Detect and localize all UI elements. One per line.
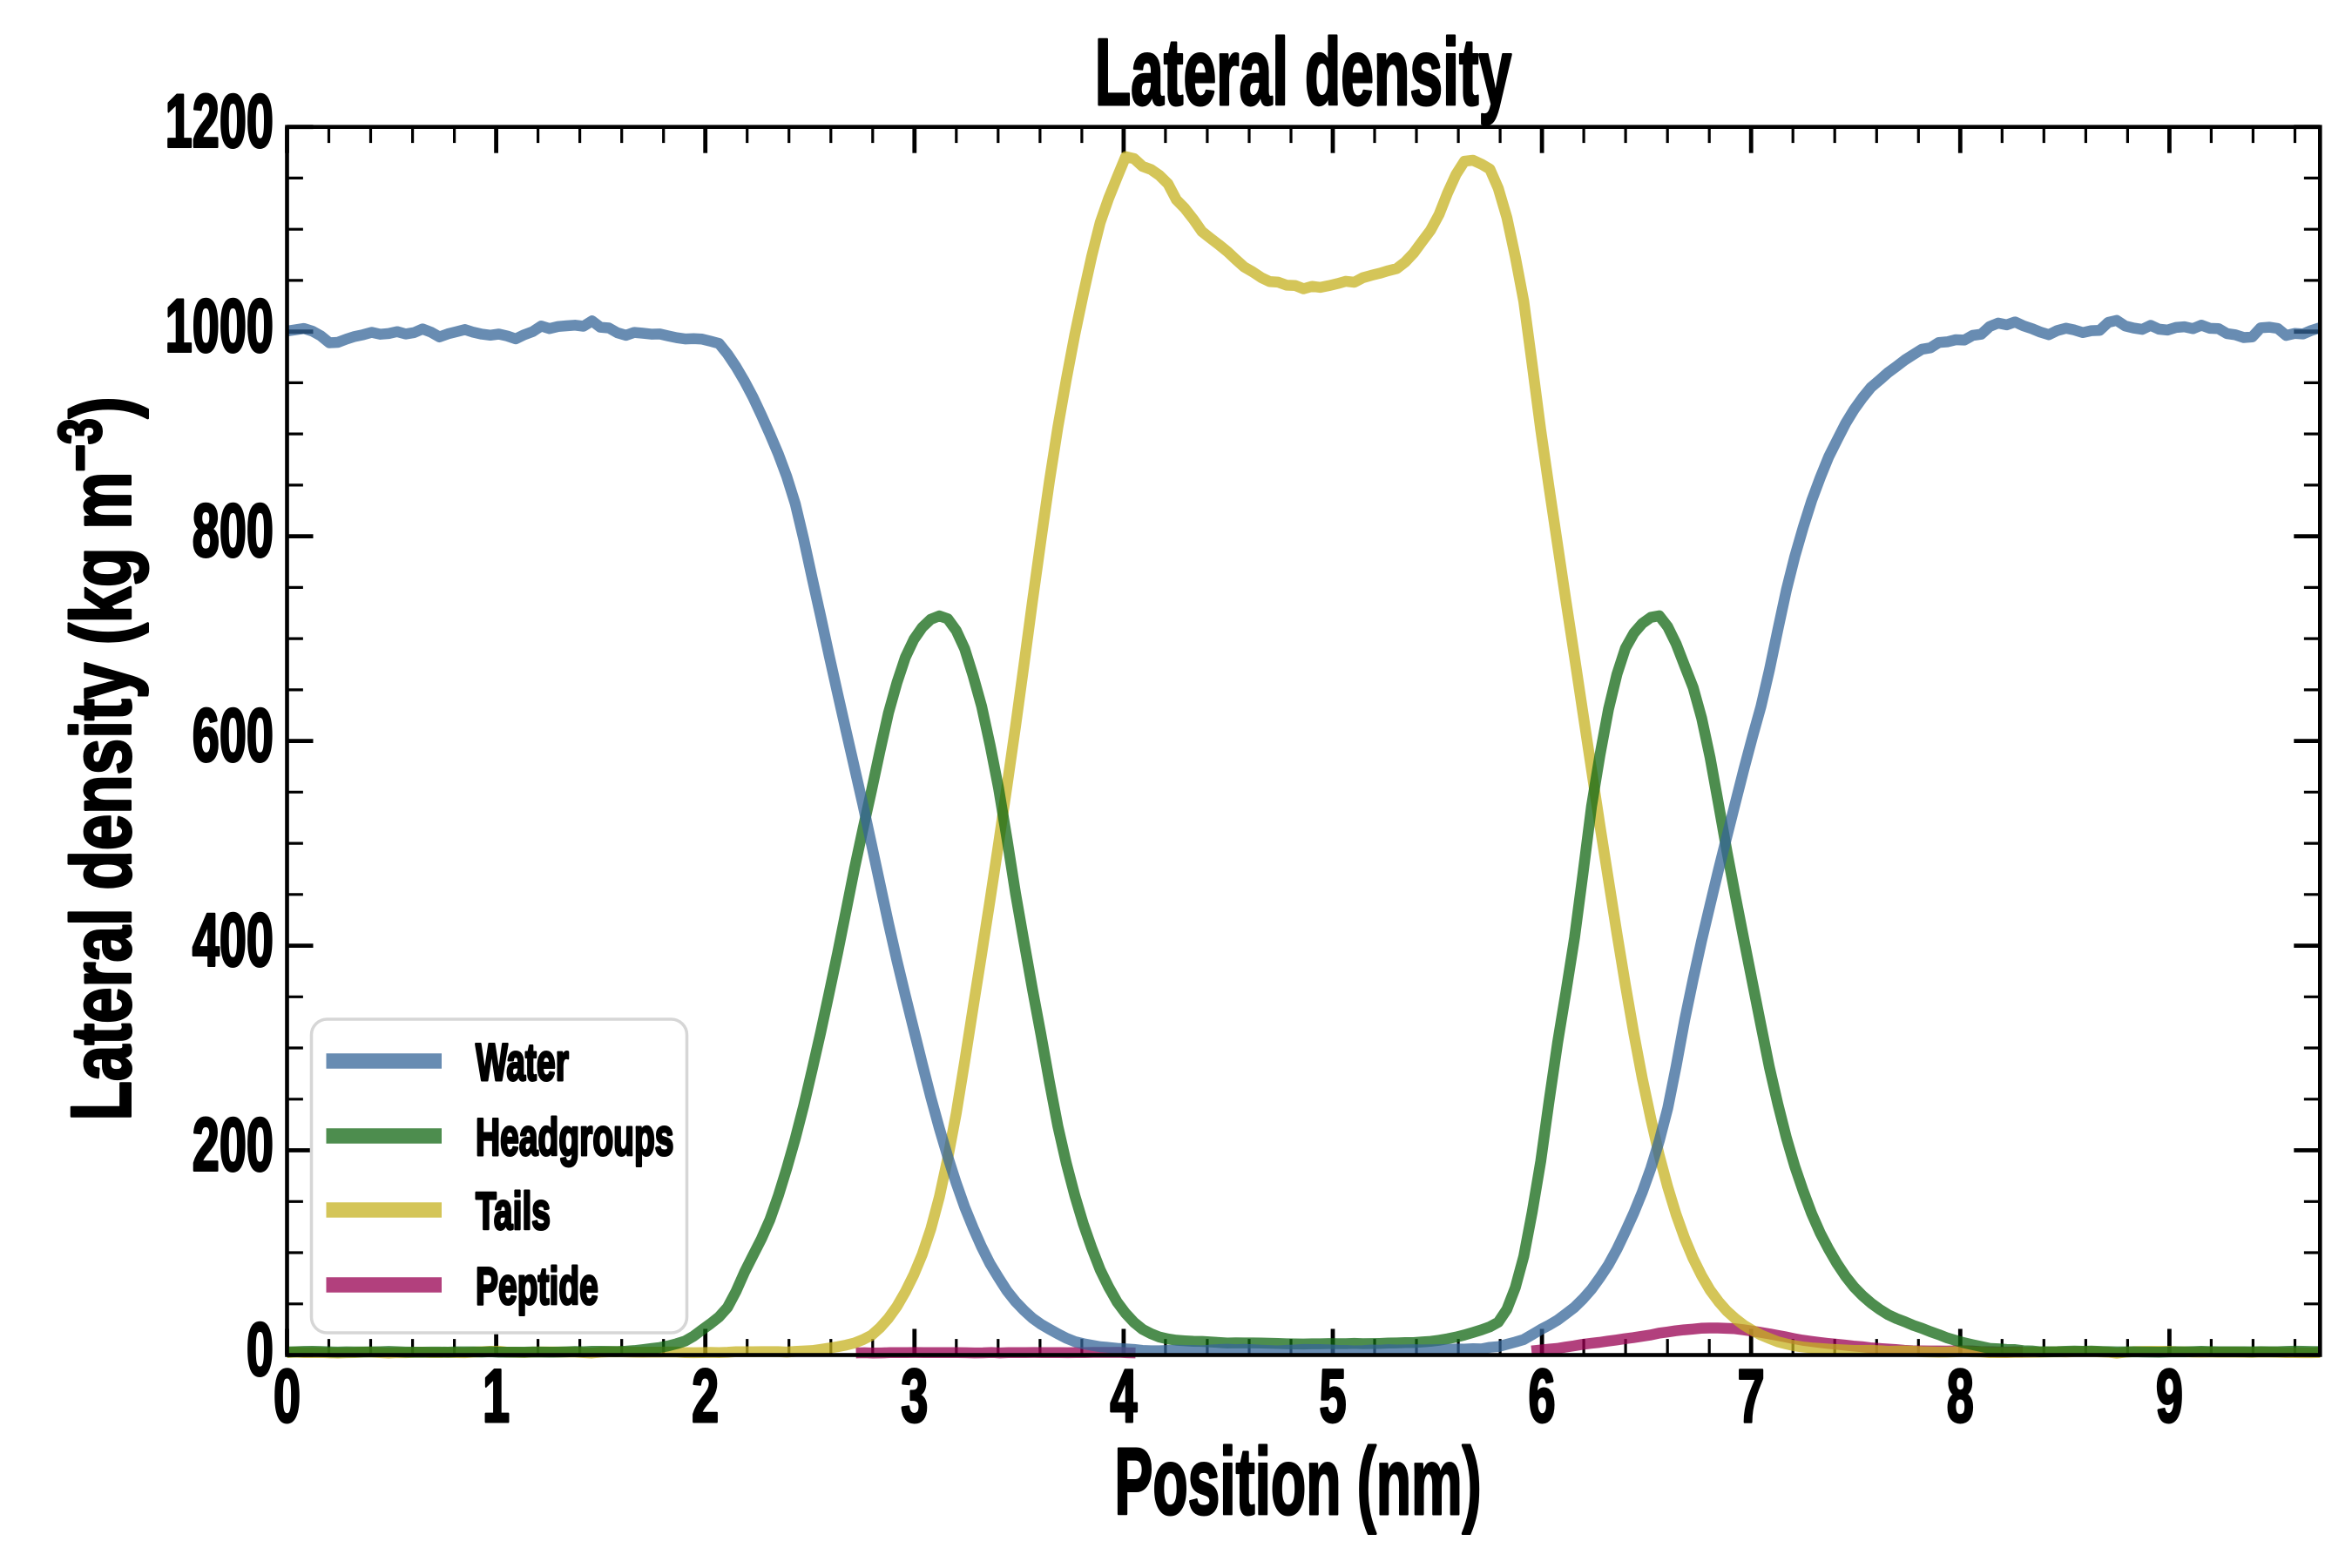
- svg-text:9: 9: [2156, 1355, 2183, 1438]
- svg-text:6: 6: [1529, 1355, 1556, 1438]
- svg-text:1200: 1200: [166, 80, 274, 164]
- svg-text:2: 2: [692, 1355, 719, 1438]
- svg-text:Lateral density (kg m−3): Lateral density (kg m−3): [47, 396, 149, 1120]
- svg-text:Tails: Tails: [476, 1181, 551, 1240]
- svg-text:0: 0: [274, 1355, 301, 1438]
- svg-text:400: 400: [193, 899, 274, 983]
- svg-text:3: 3: [901, 1355, 928, 1438]
- svg-text:Peptide: Peptide: [476, 1256, 598, 1315]
- svg-text:200: 200: [193, 1103, 274, 1186]
- svg-text:1000: 1000: [166, 285, 274, 368]
- svg-text:600: 600: [193, 694, 274, 778]
- svg-text:800: 800: [193, 490, 274, 573]
- svg-text:7: 7: [1738, 1355, 1765, 1438]
- svg-text:8: 8: [1947, 1355, 1974, 1438]
- svg-text:Water: Water: [476, 1032, 569, 1092]
- svg-text:Position (nm): Position (nm): [1114, 1429, 1481, 1535]
- svg-text:0: 0: [247, 1308, 274, 1391]
- svg-text:Headgroups: Headgroups: [476, 1107, 673, 1166]
- svg-text:5: 5: [1319, 1355, 1346, 1438]
- svg-text:Lateral density: Lateral density: [1095, 20, 1511, 125]
- svg-text:1: 1: [483, 1355, 510, 1438]
- svg-text:4: 4: [1110, 1355, 1137, 1438]
